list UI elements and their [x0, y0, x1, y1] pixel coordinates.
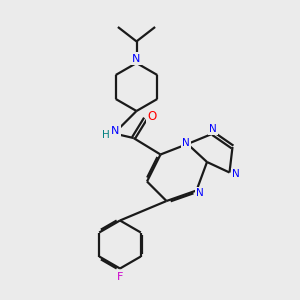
Text: O: O	[147, 110, 156, 124]
Text: N: N	[209, 124, 217, 134]
Text: N: N	[182, 137, 190, 148]
Text: F: F	[117, 272, 123, 283]
Text: N: N	[132, 53, 141, 64]
Text: N: N	[232, 169, 239, 179]
Text: H: H	[102, 130, 110, 140]
Text: N: N	[196, 188, 203, 199]
Text: N: N	[111, 126, 120, 136]
